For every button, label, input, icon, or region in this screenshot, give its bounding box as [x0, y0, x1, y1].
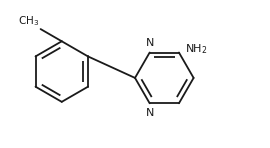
Text: NH$_2$: NH$_2$: [185, 42, 207, 56]
Text: N: N: [146, 108, 154, 118]
Text: CH$_3$: CH$_3$: [18, 14, 39, 28]
Text: N: N: [146, 38, 154, 48]
